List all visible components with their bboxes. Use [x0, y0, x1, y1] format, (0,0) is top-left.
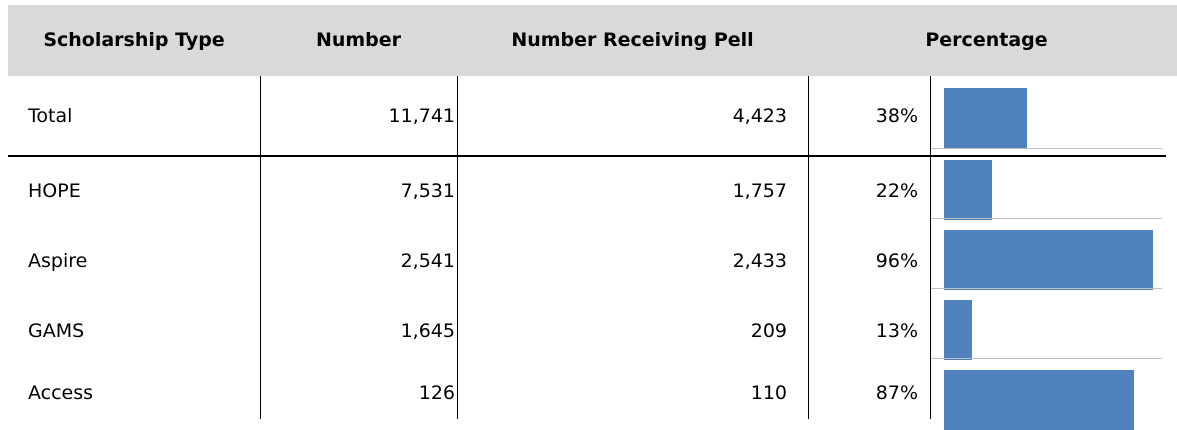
column-line: [808, 366, 809, 419]
column-line: [808, 296, 809, 366]
header-cell: Scholarship Type: [43, 29, 225, 51]
data-bar: [944, 370, 1134, 430]
cell-number: 11,741: [388, 105, 455, 127]
cell-pell: 1,757: [732, 180, 787, 202]
data-bar: [944, 160, 992, 220]
column-line: [808, 226, 809, 296]
cell-percent: 87%: [875, 382, 918, 404]
row-line: [930, 358, 1162, 359]
row-line: [930, 148, 1162, 149]
cell-number: 2,541: [400, 250, 455, 272]
column-line: [808, 156, 809, 226]
cell-type: GAMS: [28, 320, 85, 342]
cell-pell: 4,423: [732, 105, 787, 127]
header-cell: Number Receiving Pell: [511, 29, 754, 51]
header-row: [8, 5, 1177, 76]
column-line: [930, 156, 931, 226]
cell-number: 126: [418, 382, 455, 404]
cell-type: HOPE: [28, 180, 81, 202]
row-line: [930, 288, 1162, 289]
cell-type: Total: [28, 105, 73, 127]
column-line: [260, 76, 261, 156]
column-line: [260, 366, 261, 419]
column-line: [457, 156, 458, 226]
page: Scholarship Type Number Number Receiving…: [8, 5, 1177, 430]
cell-pell: 110: [750, 382, 787, 404]
column-line: [457, 366, 458, 419]
column-line: [930, 296, 931, 366]
cell-percent: 22%: [875, 180, 918, 202]
column-line: [930, 366, 931, 419]
cell-percent: 13%: [875, 320, 918, 342]
column-line: [457, 76, 458, 156]
column-line: [260, 226, 261, 296]
column-line: [457, 226, 458, 296]
cell-pell: 209: [750, 320, 787, 342]
column-line: [260, 156, 261, 226]
cell-number: 1,645: [400, 320, 455, 342]
header-cell: Number: [315, 29, 402, 51]
column-line: [930, 226, 931, 296]
data-bar: [944, 88, 1027, 148]
column-line: [930, 76, 931, 156]
cell-type: Access: [28, 382, 94, 404]
cell-pell: 2,433: [732, 250, 787, 272]
cell-percent: 96%: [875, 250, 918, 272]
cell-percent: 38%: [875, 105, 918, 127]
cell-number: 7,531: [400, 180, 455, 202]
column-line: [260, 296, 261, 366]
data-bar: [944, 230, 1154, 290]
cell-type: Aspire: [28, 250, 88, 272]
total-line: [8, 155, 1166, 157]
column-line: [808, 76, 809, 156]
column-line: [457, 296, 458, 366]
row-line: [930, 218, 1162, 219]
header-cell: Percentage: [925, 29, 1048, 51]
data-bar: [944, 300, 973, 360]
